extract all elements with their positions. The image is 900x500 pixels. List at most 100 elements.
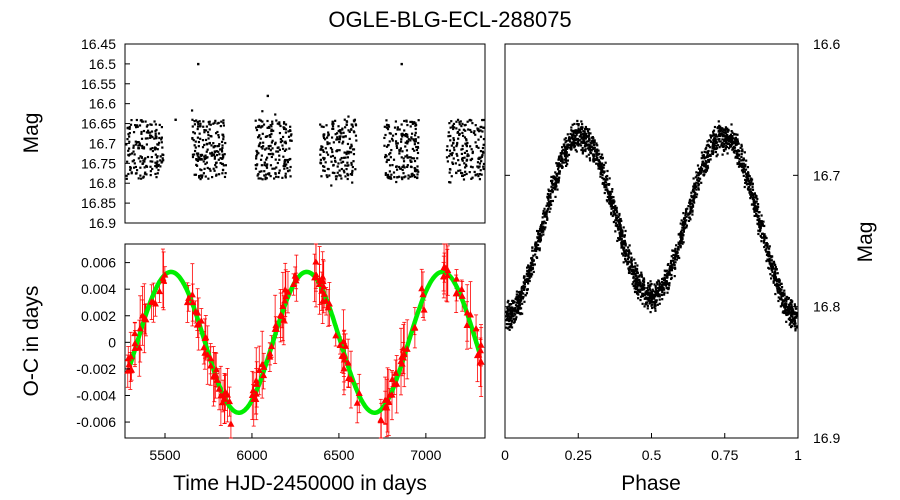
light-curve-point [265, 158, 268, 161]
light-curve-point [157, 163, 160, 166]
light-curve-point [195, 119, 198, 122]
phased-point [635, 287, 639, 291]
phased-point [545, 204, 548, 207]
phased-point [505, 326, 508, 329]
light-curve-point [155, 166, 158, 169]
light-curve-point [321, 165, 325, 168]
phased-point [738, 162, 741, 165]
phased-point [713, 148, 716, 151]
phased-point [508, 303, 512, 306]
phased-point [657, 290, 660, 293]
light-curve-point [321, 145, 324, 149]
phased-point [771, 265, 775, 269]
phased-point [587, 135, 590, 138]
phased-point [677, 245, 680, 249]
light-curve-point [284, 172, 287, 175]
light-curve-point [199, 174, 202, 177]
light-curve-point [202, 160, 205, 163]
phased-point [529, 265, 532, 268]
o-c-point [463, 308, 471, 316]
phased-point [701, 160, 704, 164]
light-curve-point [396, 176, 399, 179]
light-curve-point [140, 120, 144, 123]
light-curve-point [458, 121, 461, 124]
light-curve-point [395, 142, 398, 145]
light-curve-point [207, 177, 210, 180]
phased-point [648, 301, 652, 304]
phased-point [617, 237, 620, 240]
phased-point [635, 269, 638, 272]
phased-point [665, 280, 668, 283]
phased-point [638, 274, 641, 277]
phased-point [795, 313, 799, 316]
phased-point [530, 275, 533, 278]
phased-point [681, 221, 685, 225]
light-curve-point [222, 135, 225, 138]
o-c-point [388, 391, 396, 398]
phased-point [558, 171, 561, 174]
phased-point [559, 159, 563, 163]
light-curve-point [153, 120, 156, 123]
phased-point [514, 309, 517, 312]
phased-point [639, 295, 643, 298]
light-curve-point [474, 124, 477, 127]
phased-x-ticks: 0 0.25 0.5 0.75 1 [501, 433, 802, 463]
phased-point [714, 135, 717, 138]
light-curve-point [451, 162, 455, 166]
light-curve-point [282, 155, 285, 158]
phased-point [726, 134, 729, 137]
phased-point [724, 126, 728, 129]
phased-point [762, 220, 765, 223]
phased-point [605, 177, 608, 181]
phased-point [705, 144, 709, 147]
phased-point [537, 233, 540, 236]
phased-point [577, 129, 580, 132]
phased-point [692, 177, 695, 180]
light-curve-point [158, 123, 161, 127]
light-curve-point [270, 133, 273, 136]
light-curve-point [480, 160, 483, 163]
phased-point [538, 237, 541, 240]
phased-point [629, 265, 632, 268]
phased-point [629, 252, 633, 255]
phased-point [587, 140, 590, 143]
phased-point [619, 232, 622, 236]
phased-point [620, 219, 623, 223]
phased-point [588, 128, 591, 131]
phased-point [648, 288, 651, 291]
light-curve-point [132, 146, 135, 149]
light-curve-point [416, 173, 419, 176]
phased-point [580, 127, 584, 131]
light-curve-point [144, 171, 147, 174]
phased-point [646, 286, 649, 290]
phased-point [523, 300, 526, 303]
phased-point [753, 192, 756, 195]
phased-point [510, 306, 513, 309]
phased-point [680, 238, 684, 241]
light-curve-point [386, 173, 390, 176]
light-curve-point [354, 123, 357, 126]
light-curve-point [259, 137, 262, 140]
phased-point [510, 310, 514, 314]
light-curve-panel: 16.4516.516.5516.616.6516.716.7516.816.8… [20, 36, 486, 231]
phased-point [663, 276, 666, 279]
phased-point [697, 188, 700, 191]
o-c-point [266, 349, 274, 357]
phased-point [578, 130, 581, 133]
phased-point [780, 282, 783, 286]
phased-point [657, 286, 660, 290]
light-curve-point [410, 132, 414, 135]
phased-point [721, 138, 724, 141]
light-curve-point [210, 144, 213, 147]
phased-point [577, 130, 580, 133]
phased-point [626, 262, 630, 265]
light-curve-point [160, 161, 163, 164]
light-curve-y-tick-label: 16.65 [81, 116, 116, 132]
light-curve-point [413, 149, 416, 152]
phased-point [627, 249, 631, 252]
phased-point [581, 123, 584, 126]
o-c-point [342, 342, 350, 349]
light-curve-point [323, 133, 326, 136]
light-curve-point [206, 131, 210, 134]
phased-point [599, 156, 603, 160]
